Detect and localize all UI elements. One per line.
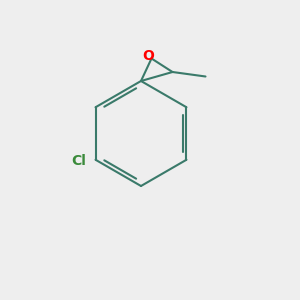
Text: Cl: Cl xyxy=(72,154,86,168)
Text: O: O xyxy=(142,50,154,63)
